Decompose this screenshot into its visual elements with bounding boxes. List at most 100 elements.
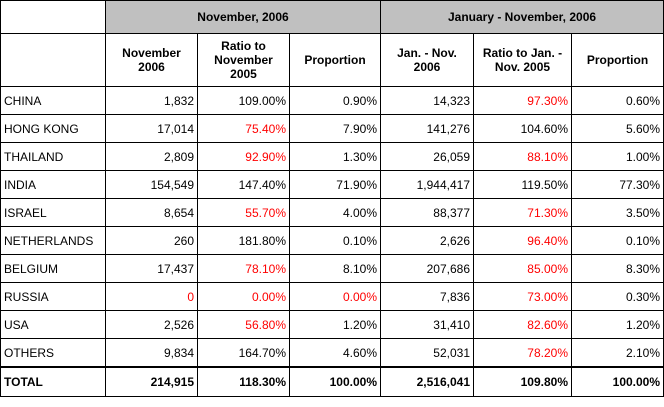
ytd-proportion: 0.60% (570, 86, 664, 115)
table-row: OTHERS 9,834 164.70% 4.60% 52,031 78.20%… (0, 338, 664, 368)
ytd-value: 2,626 (380, 226, 474, 255)
nov-value: 154,549 (105, 170, 198, 199)
total-ytd-ratio: 109.80% (473, 366, 572, 397)
table-row: NETHERLANDS 260 181.80% 0.10% 2,626 96.4… (0, 226, 664, 255)
ytd-ratio: 85.00% (473, 254, 572, 283)
col-header-ytd-proportion: Proportion (570, 33, 664, 87)
nov-value: 17,437 (105, 254, 198, 283)
ytd-proportion: 1.00% (570, 142, 664, 171)
table-row: RUSSIA 0 0.00% 0.00% 7,836 73.00% 0.30% (0, 282, 664, 311)
group-header-row: November, 2006 January - November, 2006 (0, 0, 664, 34)
nov-ratio: 75.40% (197, 114, 290, 143)
total-ytd-proportion: 100.00% (570, 366, 664, 397)
ytd-value: 31,410 (380, 310, 474, 339)
column-header-row: November 2006 Ratio to November 2005 Pro… (0, 33, 664, 87)
table-row: ISRAEL 8,654 55.70% 4.00% 88,377 71.30% … (0, 198, 664, 227)
ytd-ratio: 88.10% (473, 142, 572, 171)
nov-value: 0 (105, 282, 198, 311)
nov-ratio: 109.00% (197, 86, 290, 115)
total-ytd-value: 2,516,041 (380, 366, 474, 397)
country-name: INDIA (0, 170, 106, 199)
ytd-value: 207,686 (380, 254, 474, 283)
nov-proportion: 7.90% (289, 114, 381, 143)
table-row: CHINA 1,832 109.00% 0.90% 14,323 97.30% … (0, 86, 664, 115)
table-row: BELGIUM 17,437 78.10% 8.10% 207,686 85.0… (0, 254, 664, 283)
nov-ratio: 147.40% (197, 170, 290, 199)
ytd-ratio: 71.30% (473, 198, 572, 227)
nov-proportion: 0.90% (289, 86, 381, 115)
nov-proportion: 0.10% (289, 226, 381, 255)
ytd-value: 14,323 (380, 86, 474, 115)
nov-proportion: 0.00% (289, 282, 381, 311)
nov-value: 9,834 (105, 338, 198, 368)
ytd-ratio: 104.60% (473, 114, 572, 143)
nov-ratio: 56.80% (197, 310, 290, 339)
country-name: USA (0, 310, 106, 339)
nov-proportion: 71.90% (289, 170, 381, 199)
table-row: INDIA 154,549 147.40% 71.90% 1,944,417 1… (0, 170, 664, 199)
nov-value: 2,809 (105, 142, 198, 171)
country-name: RUSSIA (0, 282, 106, 311)
ytd-proportion: 1.20% (570, 310, 664, 339)
corner-cell (0, 0, 106, 34)
ytd-proportion: 5.60% (570, 114, 664, 143)
col-header-ytd-ratio: Ratio to Jan. - Nov. 2005 (473, 33, 572, 87)
ytd-ratio: 73.00% (473, 282, 572, 311)
ytd-proportion: 0.30% (570, 282, 664, 311)
country-name: HONG KONG (0, 114, 106, 143)
ytd-value: 7,836 (380, 282, 474, 311)
col-header-nov-value: November 2006 (105, 33, 198, 87)
group-header-november: November, 2006 (105, 0, 381, 34)
nov-value: 1,832 (105, 86, 198, 115)
ytd-ratio: 119.50% (473, 170, 572, 199)
ytd-value: 88,377 (380, 198, 474, 227)
nov-proportion: 4.60% (289, 338, 381, 368)
nov-ratio: 55.70% (197, 198, 290, 227)
total-row: TOTAL 214,915 118.30% 100.00% 2,516,041 … (0, 366, 664, 397)
total-nov-value: 214,915 (105, 366, 198, 397)
country-name: BELGIUM (0, 254, 106, 283)
nov-ratio: 92.90% (197, 142, 290, 171)
nov-proportion: 1.30% (289, 142, 381, 171)
col-header-ytd-value: Jan. - Nov. 2006 (380, 33, 474, 87)
ytd-ratio: 96.40% (473, 226, 572, 255)
country-statistics-table: November, 2006 January - November, 2006 … (0, 0, 664, 397)
nov-proportion: 1.20% (289, 310, 381, 339)
total-nov-ratio: 118.30% (197, 366, 290, 397)
col-header-nov-proportion: Proportion (289, 33, 381, 87)
nov-value: 17,014 (105, 114, 198, 143)
ytd-proportion: 8.30% (570, 254, 664, 283)
ytd-ratio: 82.60% (473, 310, 572, 339)
nov-value: 2,526 (105, 310, 198, 339)
ytd-proportion: 77.30% (570, 170, 664, 199)
nov-proportion: 4.00% (289, 198, 381, 227)
nov-ratio: 0.00% (197, 282, 290, 311)
total-nov-proportion: 100.00% (289, 366, 381, 397)
nov-proportion: 8.10% (289, 254, 381, 283)
country-name: NETHERLANDS (0, 226, 106, 255)
nov-ratio: 164.70% (197, 338, 290, 368)
nov-ratio: 181.80% (197, 226, 290, 255)
total-label: TOTAL (0, 366, 106, 397)
nov-ratio: 78.10% (197, 254, 290, 283)
group-header-jan-nov: January - November, 2006 (379, 0, 664, 34)
ytd-proportion: 2.10% (570, 338, 664, 368)
nov-value: 8,654 (105, 198, 198, 227)
ytd-ratio: 97.30% (473, 86, 572, 115)
ytd-value: 1,944,417 (380, 170, 474, 199)
table-row: USA 2,526 56.80% 1.20% 31,410 82.60% 1.2… (0, 310, 664, 339)
table-row: THAILAND 2,809 92.90% 1.30% 26,059 88.10… (0, 142, 664, 171)
ytd-value: 52,031 (380, 338, 474, 368)
country-name: CHINA (0, 86, 106, 115)
ytd-proportion: 0.10% (570, 226, 664, 255)
ytd-proportion: 3.50% (570, 198, 664, 227)
country-name: THAILAND (0, 142, 106, 171)
table-row: HONG KONG 17,014 75.40% 7.90% 141,276 10… (0, 114, 664, 143)
col-header-nov-ratio: Ratio to November 2005 (197, 33, 290, 87)
corner-cell-2 (0, 33, 106, 87)
nov-value: 260 (105, 226, 198, 255)
country-name: OTHERS (0, 338, 106, 368)
ytd-value: 26,059 (380, 142, 474, 171)
ytd-ratio: 78.20% (473, 338, 572, 368)
country-name: ISRAEL (0, 198, 106, 227)
